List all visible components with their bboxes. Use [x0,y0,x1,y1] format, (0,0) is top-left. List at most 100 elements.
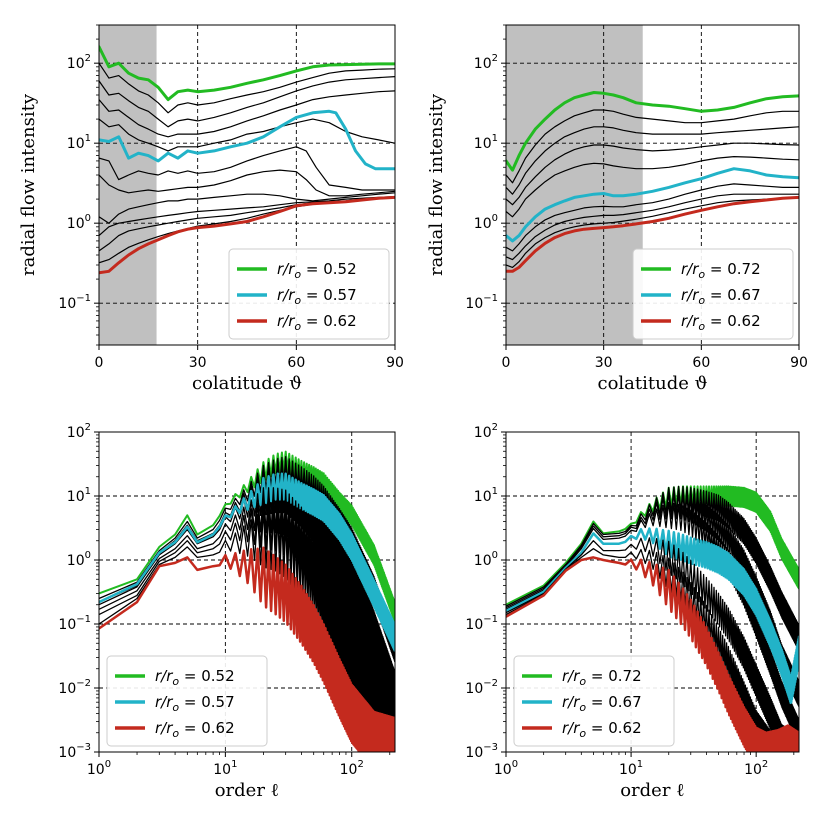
series-group [99,450,395,752]
x-tick-label: 60 [692,355,710,371]
y-tick-label: 10−2 [58,678,91,697]
series-line-red [99,546,395,752]
axes-frame [98,431,396,753]
y-tick-label: 101 [67,486,91,505]
panel-bottom-left: 10−3 10−2 10−1 100 101 102 100 101 102 order ℓ r/r… [58,422,396,801]
y-tick-label: 10−3 [465,742,498,761]
legend-box [632,248,794,340]
x-axis-label: order ℓ [620,780,685,801]
series-line-black [99,192,395,224]
x-ticks: 0 30 60 90 [502,345,808,371]
series-line-black [506,142,799,206]
series-line-red [99,195,395,275]
series-line-black [506,196,799,268]
legend-label-green: r/ro = 0.52 [277,260,357,281]
y-axis-label: radial flow intensity [18,93,39,276]
series-line-black [99,90,395,138]
legend-box [513,655,675,747]
panel-top-right: 10−1 100 101 102 0 30 60 90 colatitude ϑ radial f… [426,24,808,394]
series-line-black [506,193,799,261]
y-tick-label: 102 [67,53,91,72]
y-tick-label: 100 [474,550,498,569]
x-ticks: 0 30 60 90 [95,345,404,371]
series-line-cyan [99,109,395,171]
y-tick-label: 101 [67,133,91,152]
x-tick-label: 101 [213,759,237,778]
x-tick-label: 100 [494,759,518,778]
y-tick-label: 10−1 [465,614,498,633]
legend-label-green: r/ro = 0.72 [562,667,642,688]
series-group [506,91,799,273]
series-line-black [99,169,395,197]
legend-box [106,655,268,747]
legend-label-red: r/ro = 0.62 [562,719,642,740]
y-tick-label: 100 [67,550,91,569]
y-tick-label: 101 [474,133,498,152]
y-tick-label: 102 [67,422,91,441]
y-tick-label: 10−3 [58,742,91,761]
y-tick-label: 100 [67,213,91,232]
series-line-red [506,195,799,273]
series-line-black [506,109,799,184]
series-line-green [99,45,395,102]
x-axis-label: colatitude ϑ [598,373,708,394]
x-tick-label: 102 [340,759,364,778]
legend-label-red: r/ro = 0.62 [155,719,235,740]
series-group [99,45,395,275]
x-tick-label: 30 [189,355,207,371]
series-line-black [99,146,395,191]
series-line-black [99,196,395,237]
x-tick-label: 101 [619,759,643,778]
legend-box [228,248,390,340]
panel-bottom-right: 10−3 10−2 10−1 100 101 102 100 101 102 order ℓ r/r… [465,422,800,801]
series-line-black [506,156,799,218]
legend-label-red: r/ro = 0.62 [277,312,357,333]
y-ticks: 10−3 10−2 10−1 100 101 102 [58,422,99,761]
series-line-cyan [506,167,799,243]
legend: r/ro = 0.52 r/ro = 0.57 r/ro = 0.62 [228,248,390,340]
y-axis-label: radial flow intensity [426,93,447,276]
y-tick-label: 102 [474,53,498,72]
legend: r/ro = 0.72 r/ro = 0.67 r/ro = 0.62 [513,655,675,747]
series-line-cyan [99,472,395,652]
x-tick-label: 90 [386,355,404,371]
series-line-green [506,91,799,172]
legend-label-red: r/ro = 0.62 [681,312,761,333]
x-tick-label: 0 [95,355,104,371]
series-line-black [99,62,395,114]
legend-label-green: r/ro = 0.52 [155,667,235,688]
x-tick-label: 0 [502,355,511,371]
series-line-red [506,556,799,752]
y-tick-label: 100 [474,213,498,232]
y-ticks: 10−3 10−2 10−1 100 101 102 [465,422,506,761]
series-line-black [99,118,395,152]
y-ticks: 10−1 100 101 102 [465,24,506,346]
x-tick-label: 100 [87,759,111,778]
y-tick-label: 10−2 [465,678,498,697]
x-axis-label: order ℓ [215,780,280,801]
axes-frame [505,431,800,753]
legend: r/ro = 0.72 r/ro = 0.67 r/ro = 0.62 [632,248,794,340]
legend-label-cyan: r/ro = 0.57 [155,693,235,714]
series-line-black [506,126,799,195]
x-axis-label: colatitude ϑ [192,373,302,394]
x-tick-label: 60 [287,355,305,371]
legend: r/ro = 0.52 r/ro = 0.57 r/ro = 0.62 [106,655,268,747]
series-line-black [506,485,799,652]
legend-label-cyan: r/ro = 0.67 [681,286,761,307]
series-line-black [506,183,799,252]
x-tick-label: 90 [790,355,808,371]
x-tick-label: 30 [595,355,613,371]
panel-top-left: 10−1 100 101 102 0 30 60 90 colatitude ϑ radial f… [18,24,404,394]
shaded-region [506,25,643,345]
y-tick-label: 10−1 [58,293,91,312]
y-tick-label: 10−1 [465,293,498,312]
x-ticks: 100 101 102 [494,752,795,778]
y-tick-label: 102 [474,422,498,441]
series-line-cyan [506,527,799,705]
legend-label-cyan: r/ro = 0.57 [277,286,357,307]
y-ticks: 10−1 100 101 102 [58,24,99,346]
series-line-black [99,76,395,128]
y-tick-label: 101 [474,486,498,505]
